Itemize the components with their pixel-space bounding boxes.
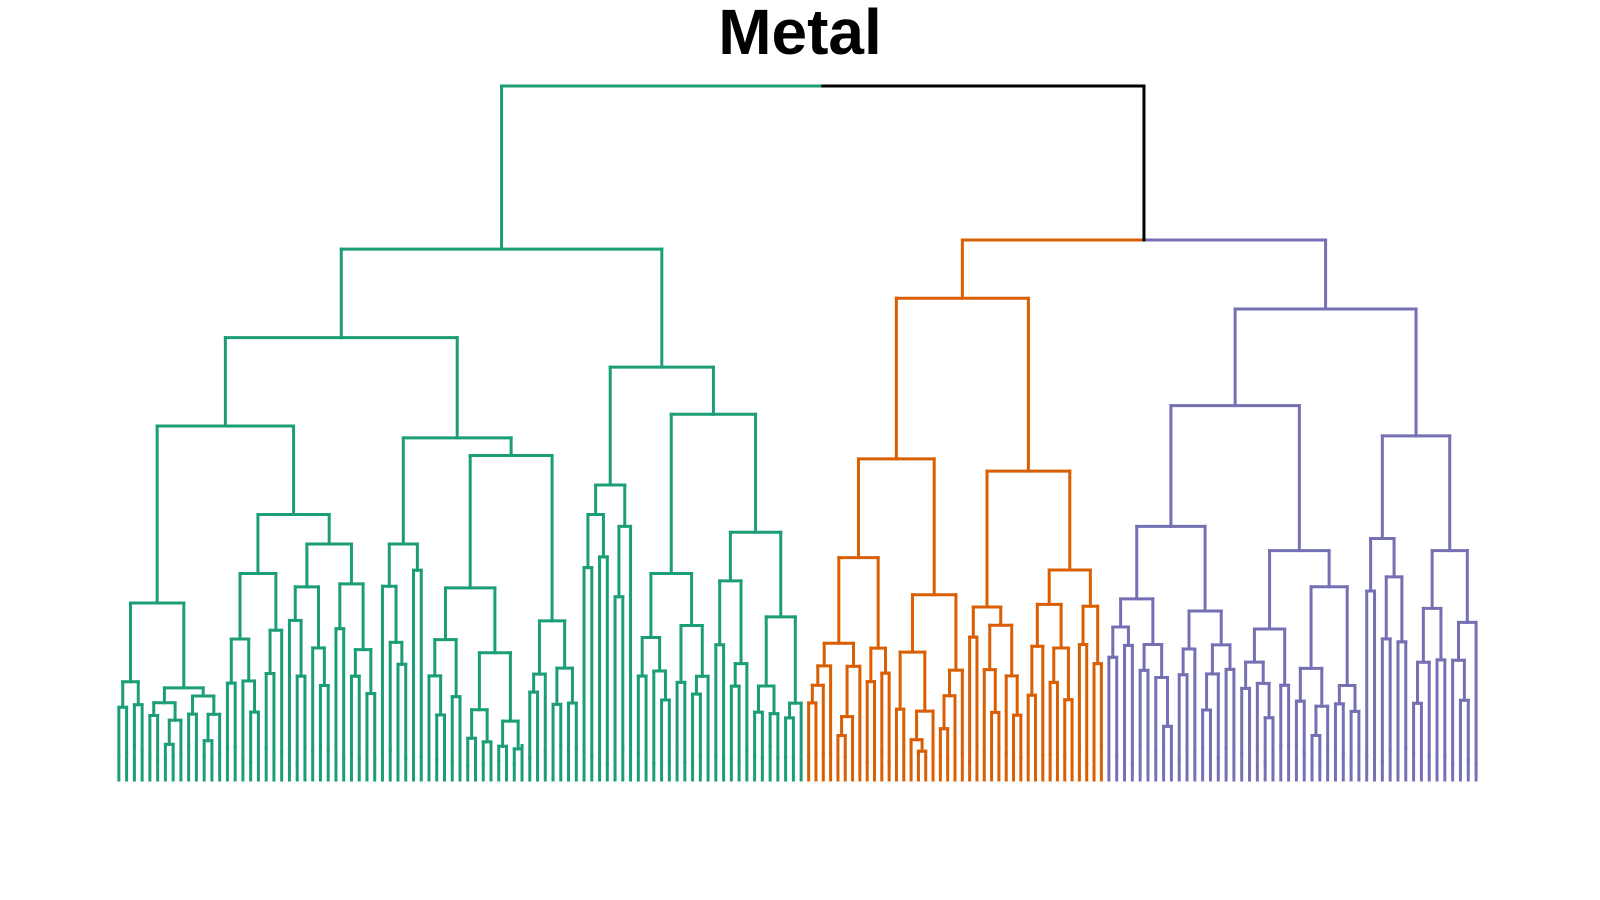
- chart-title: Metal: [718, 0, 882, 68]
